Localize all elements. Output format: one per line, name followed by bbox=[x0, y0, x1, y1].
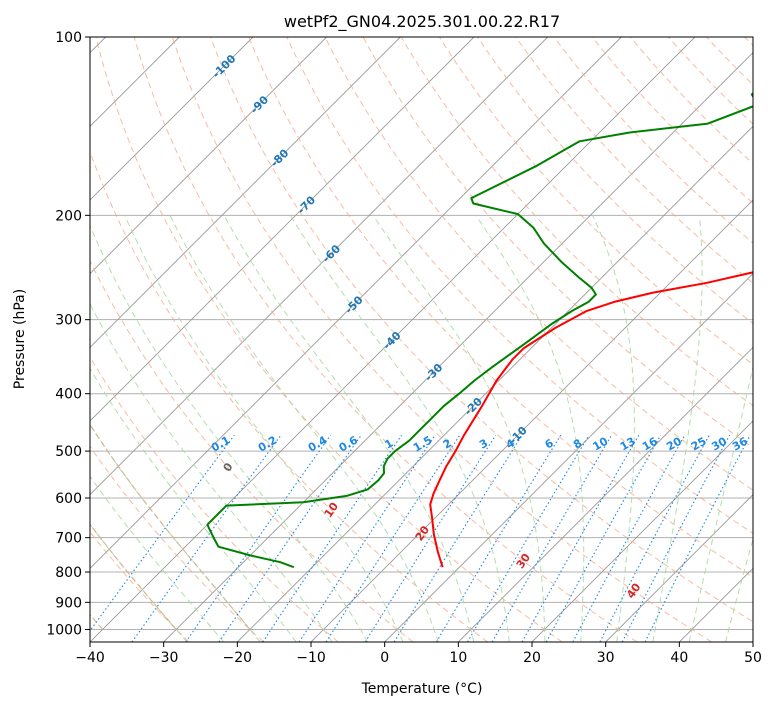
y-tick-label: 100 bbox=[55, 30, 82, 46]
temperature-profile bbox=[429, 271, 753, 568]
moist-adiabat-line bbox=[124, 215, 404, 642]
mixing-ratio-line bbox=[545, 434, 662, 642]
isotherm-line bbox=[90, 37, 327, 275]
mixing-ratio-line bbox=[325, 434, 461, 642]
mixing-ratio-line bbox=[491, 434, 613, 642]
x-axis-label: Temperature (°C) bbox=[361, 681, 483, 697]
moist-adiabat-line bbox=[592, 215, 635, 642]
y-tick-label: 300 bbox=[55, 313, 82, 329]
dry-adiabat-line bbox=[133, 37, 638, 642]
x-axis: −40 −30 −20 −10 0 10 20 30 40 50 bbox=[75, 642, 762, 666]
isotherm-line bbox=[90, 37, 548, 496]
dry-adiabat-line bbox=[95, 37, 563, 642]
x-tick-label: −40 bbox=[75, 650, 105, 666]
dry-adiabat-line bbox=[210, 37, 753, 623]
theta-e-line bbox=[90, 423, 251, 630]
dry-adiabat-line bbox=[171, 37, 712, 642]
y-tick-label: 400 bbox=[55, 387, 82, 403]
moist-adiabat-line bbox=[725, 537, 753, 642]
mixing-ratio-labels: 0.1 0.2 0.4 0.6 1 1.5 2 3 4 6 8 10 13 16 20 25 30 36 bbox=[209, 433, 750, 454]
moist-adiabat-line bbox=[90, 367, 297, 642]
mixing-ratio-line bbox=[393, 434, 523, 642]
x-tick-label: −30 bbox=[149, 650, 179, 666]
moist-adiabat-line bbox=[169, 215, 439, 642]
mixing-ratio-line bbox=[435, 434, 562, 642]
y-axis-label: Pressure (hPa) bbox=[12, 289, 28, 389]
isotherm-line bbox=[384, 273, 753, 642]
dewpoint-profile bbox=[206, 92, 753, 569]
isotherm-line bbox=[605, 494, 753, 642]
theta-e-line bbox=[90, 523, 177, 630]
isotherm-line bbox=[237, 125, 753, 642]
profiles bbox=[206, 92, 753, 569]
isotherm-line bbox=[90, 37, 475, 422]
dry-adiabat-line bbox=[629, 37, 753, 165]
isotherm-line bbox=[90, 37, 401, 348]
mixing-ratio-line bbox=[467, 434, 590, 642]
x-tick-label: 20 bbox=[523, 650, 541, 666]
x-tick-label: 10 bbox=[449, 650, 467, 666]
moist-adiabat-line bbox=[652, 215, 703, 642]
y-tick-label: 200 bbox=[55, 208, 82, 224]
mixing-ratio-line bbox=[218, 434, 362, 642]
x-tick-label: 40 bbox=[670, 650, 688, 666]
dry-adiabat-line bbox=[591, 37, 753, 204]
y-tick-label: 1000 bbox=[46, 622, 82, 638]
y-tick-label: 800 bbox=[55, 565, 82, 581]
y-tick-label: 600 bbox=[55, 491, 82, 507]
dry-adiabat-line bbox=[477, 37, 753, 325]
y-axis: 1000 900 800 700 600 500 400 300 200 100 bbox=[46, 30, 90, 638]
moist-adiabat-line bbox=[90, 475, 225, 642]
x-tick-label: 30 bbox=[597, 650, 615, 666]
dry-adiabat-line bbox=[400, 37, 753, 407]
isotherm-line bbox=[163, 52, 753, 642]
x-tick-label: 0 bbox=[380, 650, 389, 666]
mixing-ratio-line bbox=[364, 434, 497, 642]
moist-adiabat-line bbox=[289, 215, 510, 642]
mixing-ratio-line bbox=[185, 434, 332, 642]
chart-title: wetPf2_GN04.2025.301.00.22.R17 bbox=[284, 12, 560, 32]
moist-adiabat-line bbox=[372, 215, 546, 642]
moist-adiabat-line bbox=[475, 215, 585, 642]
dry-adiabat-line bbox=[90, 445, 264, 642]
isotherm-line bbox=[90, 37, 622, 569]
x-tick-label: −10 bbox=[296, 650, 326, 666]
moist-adiabat-line bbox=[688, 364, 753, 642]
y-tick-label: 700 bbox=[55, 531, 82, 547]
y-tick-label: 500 bbox=[55, 444, 82, 460]
mixing-ratio-line bbox=[621, 434, 731, 642]
isotherm-line bbox=[531, 420, 753, 642]
moist-adiabat-line bbox=[90, 523, 188, 642]
isotherm-line bbox=[458, 346, 753, 642]
plot-frame bbox=[89, 36, 754, 643]
mixing-ratio-line bbox=[644, 434, 751, 642]
x-tick-label: 50 bbox=[744, 650, 762, 666]
dry-adiabat-line bbox=[90, 259, 414, 642]
isotherm-line bbox=[90, 37, 254, 201]
moist-adiabat-line bbox=[223, 215, 475, 642]
moist-adiabat-line bbox=[90, 224, 369, 642]
mixing-ratio-line bbox=[90, 434, 235, 632]
dry-adiabat-line bbox=[362, 37, 753, 449]
dry-adiabat-line bbox=[324, 37, 753, 491]
x-tick-label: −20 bbox=[223, 650, 253, 666]
y-tick-label: 900 bbox=[55, 595, 82, 611]
moist-adiabat-line bbox=[90, 424, 261, 642]
dry-adiabat-line bbox=[248, 37, 753, 578]
mixing-ratio-line bbox=[521, 434, 640, 642]
mixing-ratio-line bbox=[572, 434, 686, 642]
